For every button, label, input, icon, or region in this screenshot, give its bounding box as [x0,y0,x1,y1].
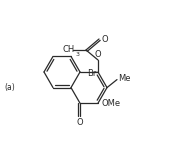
Text: 3: 3 [76,52,80,57]
Text: OMe: OMe [101,99,120,108]
Text: CH: CH [63,44,75,54]
Text: O: O [101,36,108,44]
Text: O: O [95,50,101,59]
Text: Br: Br [88,69,97,77]
Text: Me: Me [118,74,130,83]
Text: O: O [77,118,83,127]
Text: (a): (a) [5,83,15,92]
